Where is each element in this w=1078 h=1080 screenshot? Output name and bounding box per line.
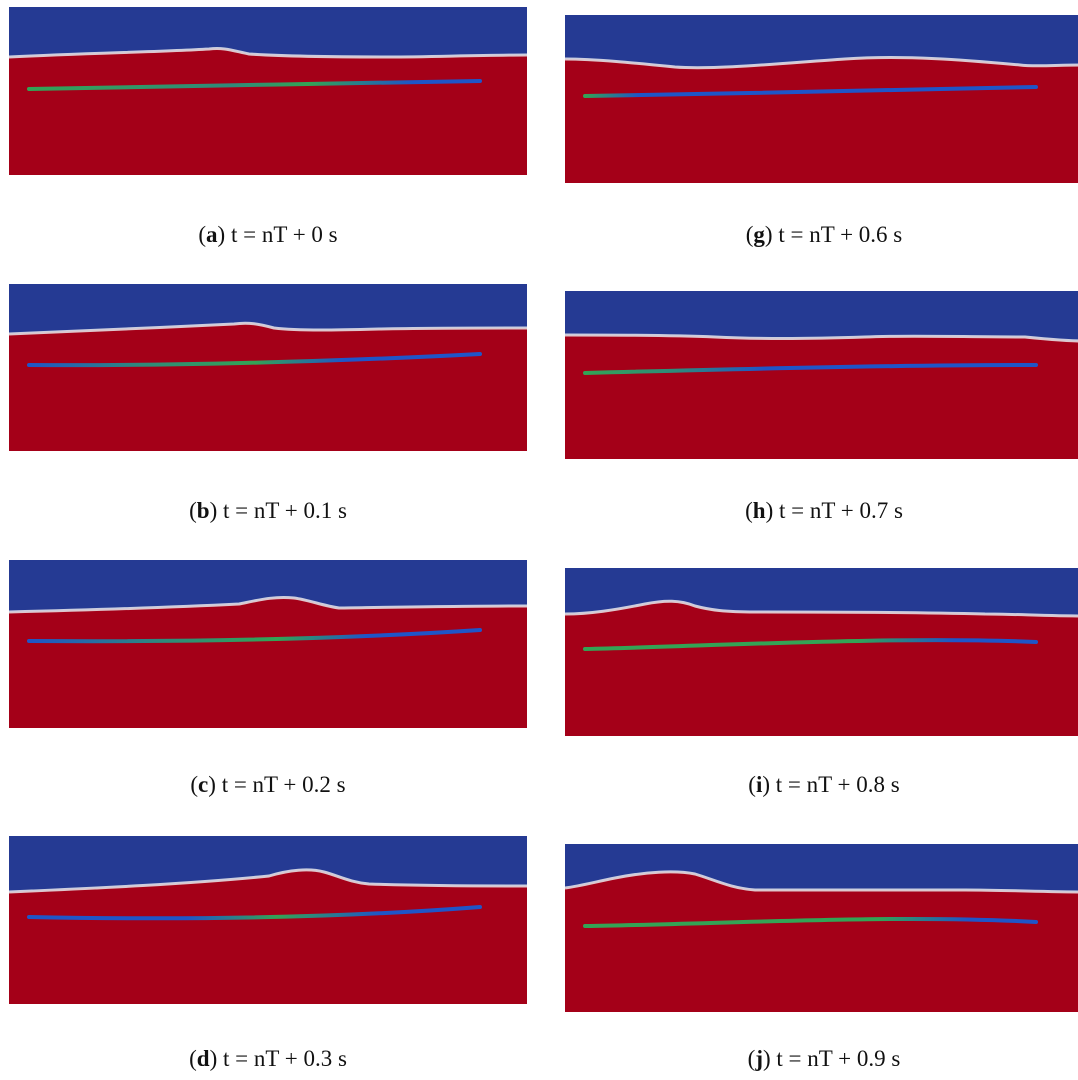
free-surface <box>9 868 527 894</box>
free-surface <box>565 333 1078 343</box>
free-surface <box>565 870 1078 894</box>
panel-letter: d <box>196 1046 210 1071</box>
panel-a-image <box>9 7 527 175</box>
flexible-plate <box>27 352 482 368</box>
flexible-plate <box>583 638 1038 651</box>
flexible-plate <box>27 79 482 91</box>
panel-g-caption: (g) t = nT + 0.6 s <box>745 222 903 247</box>
air-region <box>9 836 527 892</box>
panel-c-caption: (c) t = nT + 0.2 s <box>190 772 346 797</box>
panel-h-image <box>565 291 1078 459</box>
panel-g-image <box>565 15 1078 183</box>
panel-a-caption: (a) t = nT + 0 s <box>198 222 338 247</box>
air-region <box>9 560 527 612</box>
panel-i-caption: (i) t = nT + 0.8 s <box>748 772 900 797</box>
panel-letter: i <box>755 772 763 797</box>
panel-letter: j <box>755 1046 763 1071</box>
free-surface <box>9 321 527 336</box>
air-region <box>9 284 527 334</box>
air-region <box>565 291 1078 341</box>
panel-letter: g <box>753 222 765 247</box>
panel-letter: h <box>752 498 766 523</box>
air-region <box>565 844 1078 892</box>
panel-d-image <box>9 836 527 1004</box>
panel-h-caption: (h) t = nT + 0.7 s <box>745 498 903 523</box>
air-region <box>9 7 527 57</box>
panel-j-caption: (j) t = nT + 0.9 s <box>747 1046 901 1071</box>
panel-i-image <box>565 568 1078 736</box>
panel-letter: b <box>196 498 210 523</box>
panel-b-image <box>9 284 527 451</box>
panel-j-image <box>565 844 1078 1012</box>
air-region <box>565 15 1078 68</box>
flexible-plate <box>27 905 482 921</box>
free-surface <box>9 596 527 614</box>
free-surface <box>9 47 527 59</box>
panel-letter: c <box>198 772 209 797</box>
flexible-plate <box>583 85 1038 98</box>
free-surface <box>565 599 1078 618</box>
panel-b-caption: (b) t = nT + 0.1 s <box>189 498 347 523</box>
panel-d-caption: (d) t = nT + 0.3 s <box>189 1046 347 1071</box>
flexible-plate <box>27 628 482 644</box>
flexible-plate <box>583 916 1038 928</box>
flexible-plate <box>583 363 1038 375</box>
panel-letter: a <box>206 222 218 247</box>
free-surface <box>565 56 1078 70</box>
panel-c-image <box>9 560 527 728</box>
